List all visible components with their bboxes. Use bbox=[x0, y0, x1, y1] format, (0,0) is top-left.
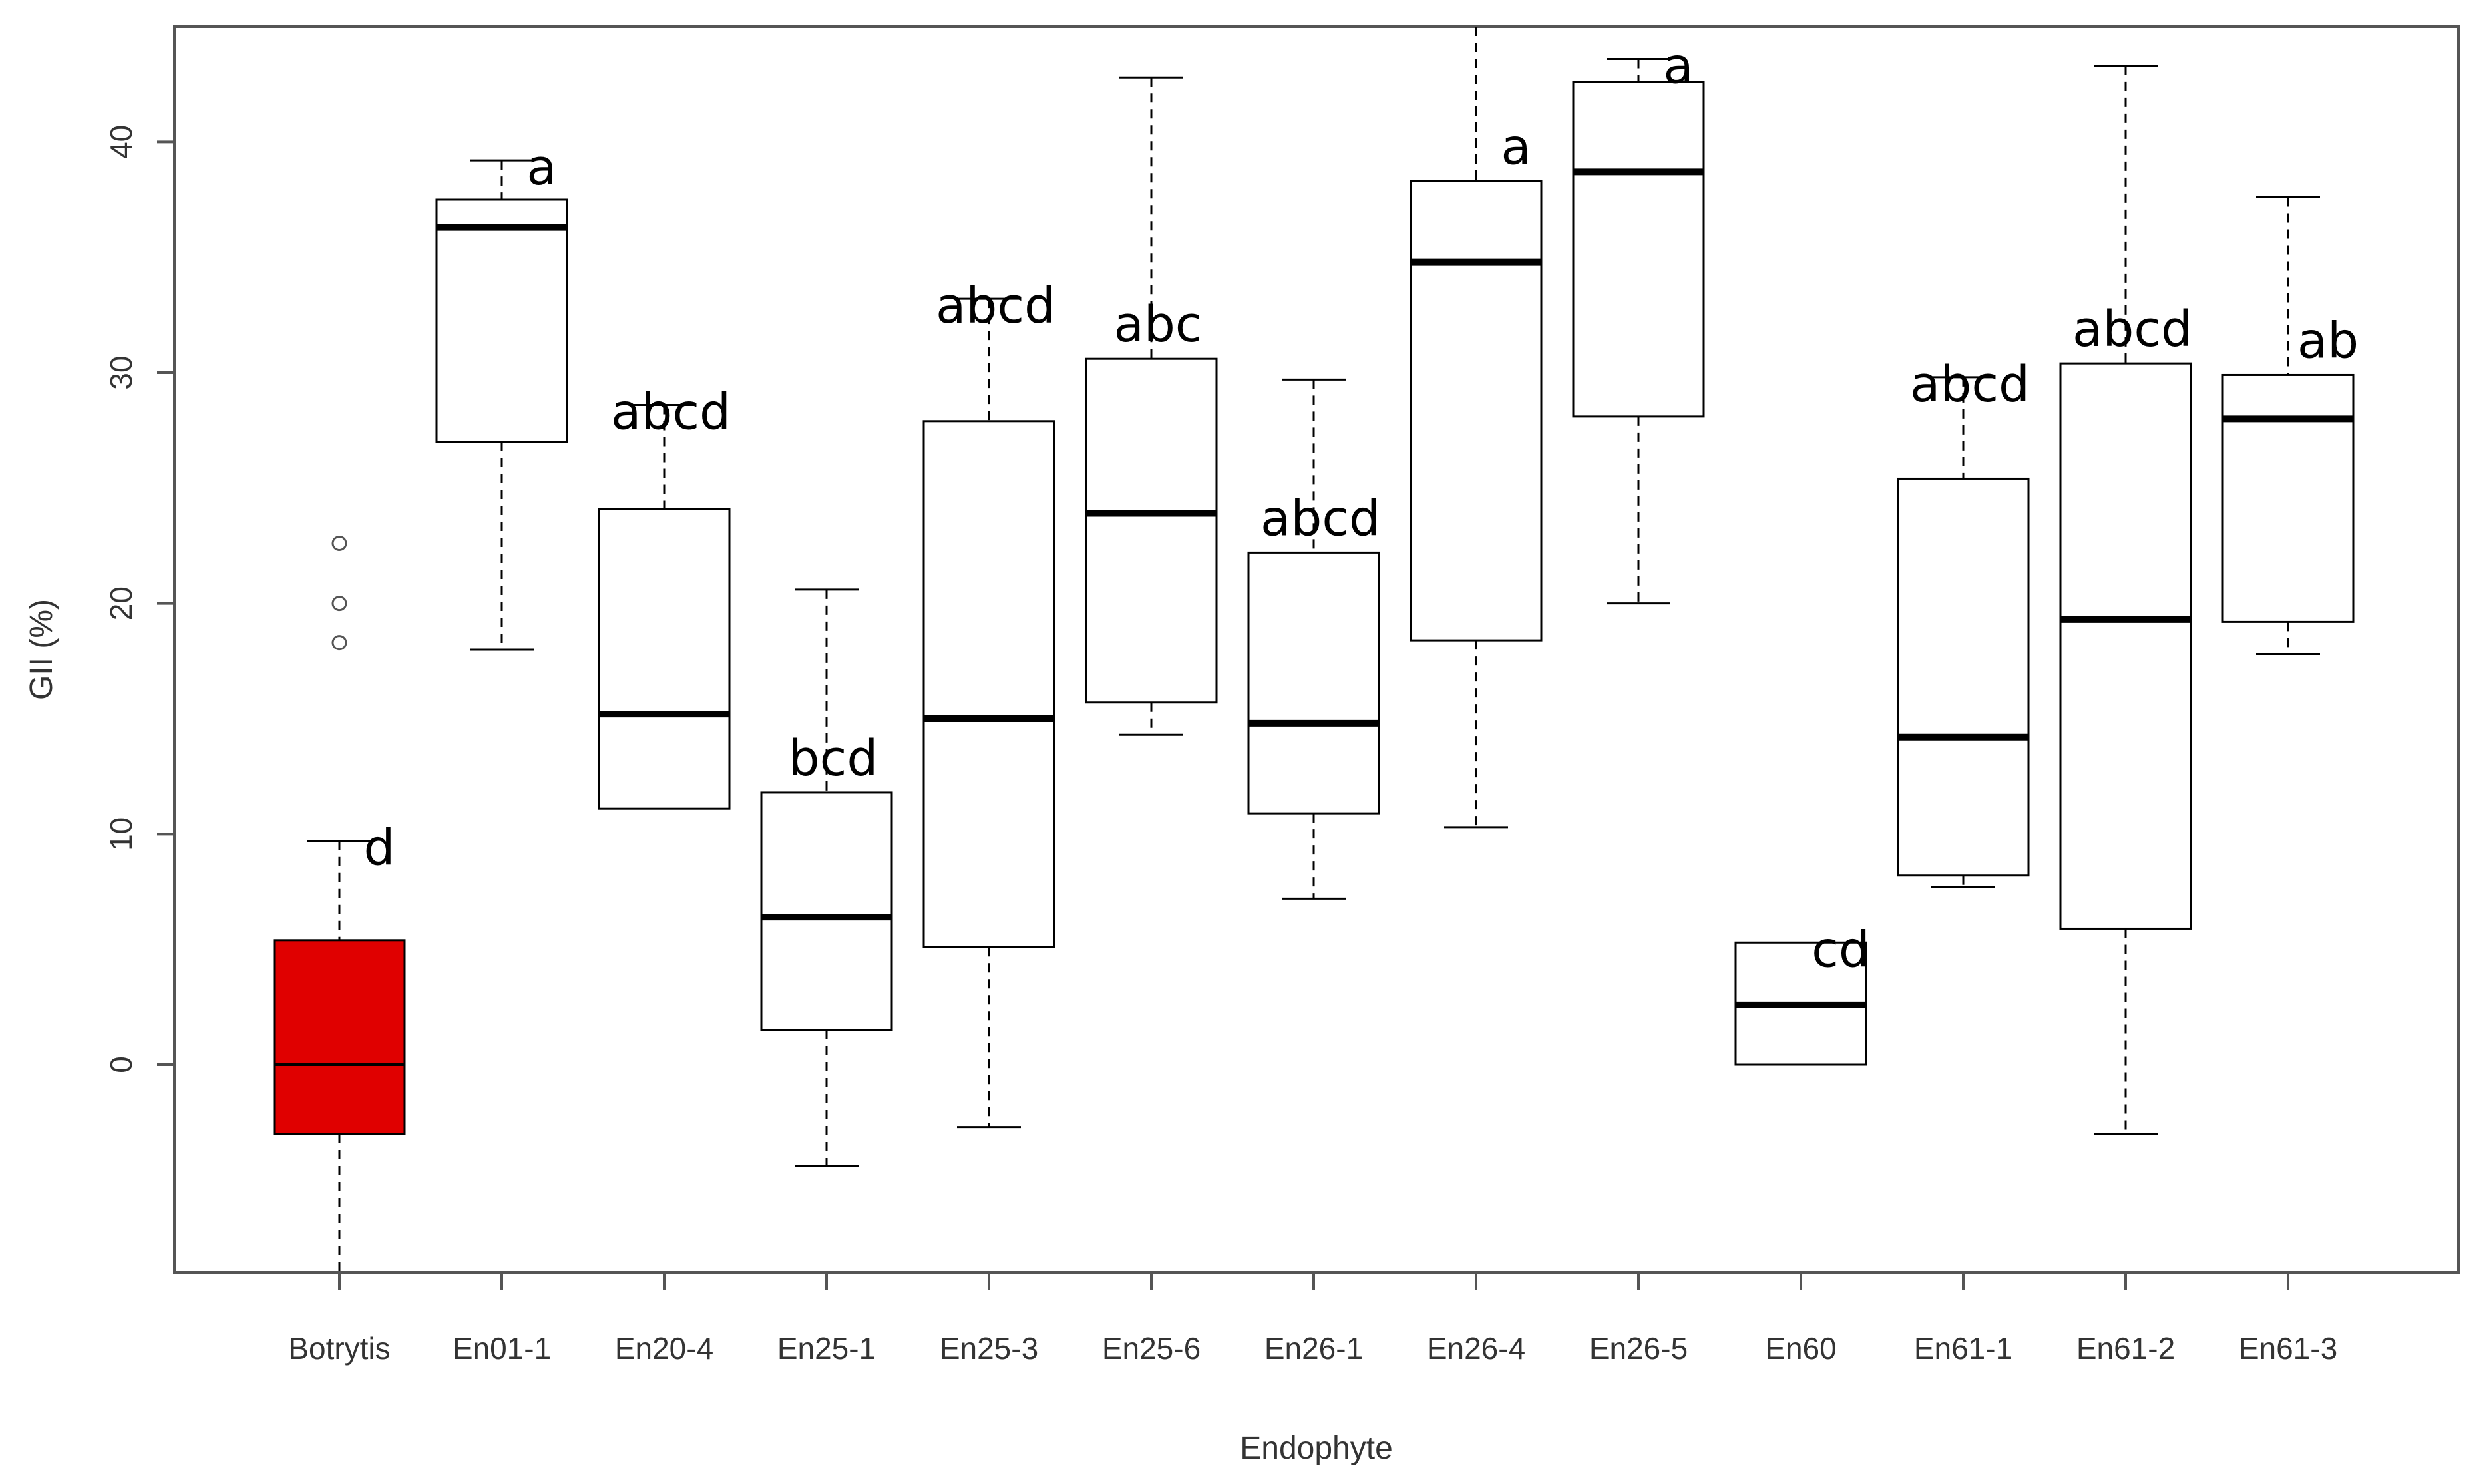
y-axis-title: GII (%) bbox=[24, 599, 59, 700]
significance-letter: abcd bbox=[611, 384, 731, 441]
box-en26-4: a bbox=[1410, 27, 1543, 829]
box-en26-1: abcd bbox=[1247, 378, 1380, 900]
box-en26-5: a bbox=[1572, 38, 1705, 605]
box-iqr bbox=[1410, 180, 1543, 642]
x-tick-label: En61-3 bbox=[2239, 1331, 2337, 1366]
box-iqr bbox=[1247, 551, 1380, 815]
box-iqr bbox=[760, 791, 893, 1031]
x-tick-label: En26-1 bbox=[1264, 1331, 1363, 1366]
box-iqr bbox=[1085, 357, 1218, 704]
box-en20-4: abcd bbox=[598, 384, 731, 810]
boxes: d a abcd bcd abcd abc abcd a a cd abcd abcd ab bbox=[273, 27, 2359, 1272]
box-en60: cd bbox=[1734, 921, 1870, 1066]
x-axis: Botrytis En01-1 En20-4 En25-1 En25-3 En25-6 En… bbox=[288, 1272, 2337, 1366]
box-en25-6: abc bbox=[1085, 76, 1218, 736]
outlier-point bbox=[331, 635, 347, 651]
significance-letter: a bbox=[1663, 38, 1693, 95]
significance-letter: d bbox=[364, 820, 395, 877]
significance-letter: a bbox=[1501, 118, 1531, 176]
significance-letter: ab bbox=[2297, 312, 2359, 369]
x-tick-label: En01-1 bbox=[453, 1331, 551, 1366]
x-tick-label: En25-6 bbox=[1102, 1331, 1201, 1366]
x-tick-label: En60 bbox=[1765, 1331, 1836, 1366]
y-tick-label: 20 bbox=[104, 586, 138, 620]
plot-frame bbox=[173, 25, 2460, 1274]
box-en61-3: ab bbox=[2221, 196, 2359, 655]
significance-letter: abcd bbox=[1260, 490, 1380, 547]
box-iqr bbox=[273, 939, 406, 1135]
x-axis-title: Endophyte bbox=[1240, 1431, 1393, 1466]
y-tick-label: 40 bbox=[104, 125, 138, 159]
x-tick-label: Botrytis bbox=[288, 1331, 390, 1366]
significance-letter: abcd bbox=[936, 278, 1055, 335]
box-iqr bbox=[435, 198, 568, 443]
x-tick-label: En25-3 bbox=[940, 1331, 1038, 1366]
y-tick-label: 10 bbox=[104, 817, 138, 851]
x-tick-label: En26-4 bbox=[1427, 1331, 1525, 1366]
box-iqr bbox=[1572, 81, 1705, 418]
significance-letter: abcd bbox=[2072, 301, 2192, 358]
x-tick-label: En61-2 bbox=[2076, 1331, 2175, 1366]
box-iqr bbox=[2059, 362, 2192, 930]
box-botrytis: d bbox=[273, 536, 406, 1272]
x-tick-label: En25-1 bbox=[777, 1331, 876, 1366]
box-iqr bbox=[598, 508, 731, 810]
box-en61-1: abcd bbox=[1897, 356, 2030, 888]
x-tick-label: En20-4 bbox=[615, 1331, 713, 1366]
box-iqr bbox=[922, 420, 1055, 948]
significance-letter: abc bbox=[1113, 296, 1202, 353]
significance-letter: cd bbox=[1812, 921, 1870, 978]
x-tick-label: En26-5 bbox=[1589, 1331, 1688, 1366]
x-tick-label: En61-1 bbox=[1914, 1331, 2012, 1366]
outlier-point bbox=[331, 596, 347, 612]
significance-letter: a bbox=[526, 139, 556, 196]
y-tick-label: 30 bbox=[104, 355, 138, 389]
box-iqr bbox=[1897, 477, 2030, 877]
y-axis: 0 10 20 30 40 bbox=[104, 125, 174, 1073]
significance-letter: abcd bbox=[1910, 356, 2030, 413]
box-en01-1: a bbox=[435, 139, 568, 651]
box-iqr bbox=[2221, 373, 2355, 623]
y-tick-label: 0 bbox=[104, 1056, 138, 1073]
box-en25-3: abcd bbox=[922, 278, 1055, 1129]
box-en61-2: abcd bbox=[2059, 65, 2192, 1135]
significance-letter: bcd bbox=[789, 730, 878, 787]
box-en25-1: bcd bbox=[760, 588, 893, 1168]
outlier-point bbox=[331, 536, 347, 552]
